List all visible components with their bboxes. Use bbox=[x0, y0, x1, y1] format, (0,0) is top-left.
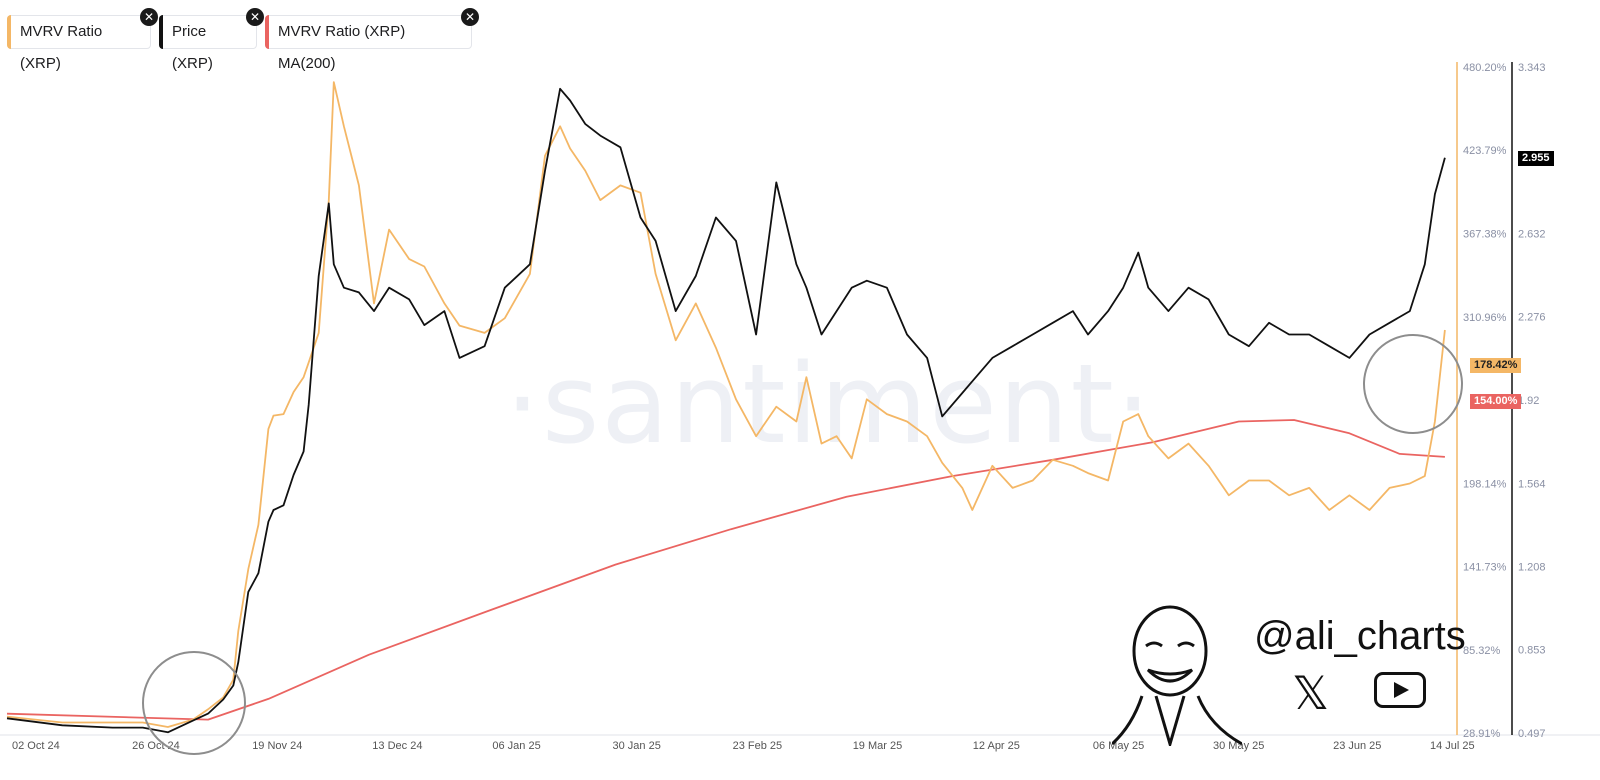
mvrv-tick-label: 28.91% bbox=[1463, 728, 1501, 740]
highlight-circle-breakout bbox=[142, 651, 246, 755]
legend-swatch-price bbox=[159, 15, 163, 49]
legend-label-ma: MVRV Ratio (XRP) MA(200) bbox=[278, 23, 406, 72]
x-tick-label: 26 Oct 24 bbox=[132, 740, 180, 752]
close-icon[interactable]: ✕ bbox=[140, 8, 158, 26]
close-icon[interactable]: ✕ bbox=[461, 8, 479, 26]
legend-swatch-mvrv bbox=[7, 15, 11, 49]
price-tick-label: 1.564 bbox=[1518, 478, 1546, 490]
price-tick-label: 1.208 bbox=[1518, 562, 1546, 574]
mvrv-ma200-line bbox=[6, 419, 1445, 721]
mvrv-tick-label: 367.38% bbox=[1463, 228, 1507, 240]
legend-item-price[interactable]: Price (XRP) ✕ bbox=[159, 8, 264, 72]
price-tick-label: 2.276 bbox=[1518, 312, 1546, 324]
mvrv-tick-label: 198.14% bbox=[1463, 478, 1507, 490]
youtube-logo-icon[interactable] bbox=[1374, 672, 1426, 708]
x-tick-label: 06 Jan 25 bbox=[492, 740, 540, 752]
highlight-circle-crossover bbox=[1363, 334, 1463, 434]
caricature-avatar bbox=[1112, 605, 1242, 746]
price-tick-label: 2.632 bbox=[1518, 228, 1546, 240]
chart-series bbox=[6, 81, 1446, 734]
price-last-value-tag: 2.955 bbox=[1518, 151, 1554, 166]
ma-last-value-tag: 154.00% bbox=[1470, 394, 1522, 409]
legend-item-mvrv[interactable]: MVRV Ratio (XRP) ✕ bbox=[7, 8, 158, 72]
legend-swatch-ma bbox=[265, 15, 269, 49]
price-line bbox=[6, 87, 1446, 734]
legend-label-price: Price (XRP) bbox=[172, 23, 213, 72]
handle-text: @ali_charts bbox=[1254, 614, 1466, 658]
legend-item-ma[interactable]: MVRV Ratio (XRP) MA(200) ✕ bbox=[265, 8, 479, 72]
santiment-watermark: ·santiment· bbox=[505, 340, 1153, 468]
x-tick-label: 13 Dec 24 bbox=[372, 740, 422, 752]
x-tick-label: 02 Oct 24 bbox=[12, 740, 60, 752]
x-logo-icon[interactable]: 𝕏 bbox=[1292, 667, 1330, 719]
x-tick-label: 06 May 25 bbox=[1093, 740, 1144, 752]
mvrv-last-value-tag: 178.42% bbox=[1470, 358, 1522, 373]
price-tick-label: 0.497 bbox=[1518, 728, 1546, 740]
x-tick-label: 30 May 25 bbox=[1213, 740, 1264, 752]
chart-highlights bbox=[142, 334, 1463, 755]
x-tick-label: 14 Jul 25 bbox=[1430, 740, 1475, 752]
price-tick-label: 1.92 bbox=[1518, 395, 1539, 407]
x-tick-label: 19 Nov 24 bbox=[252, 740, 302, 752]
ali-charts-branding: @ali_charts 𝕏 bbox=[1112, 596, 1492, 746]
x-tick-label: 19 Mar 25 bbox=[853, 740, 903, 752]
chart-axes: 02 Oct 24 26 Oct 24 19 Nov 24 13 Dec 24 06 J… bbox=[0, 62, 1600, 752]
mvrv-tick-label: 423.79% bbox=[1463, 145, 1507, 157]
mvrv-ratio-line bbox=[6, 81, 1446, 728]
price-tick-label: 3.343 bbox=[1518, 62, 1546, 74]
mvrv-tick-label: 141.73% bbox=[1463, 562, 1507, 574]
x-tick-label: 30 Jan 25 bbox=[613, 740, 661, 752]
legend-label-mvrv: MVRV Ratio (XRP) bbox=[20, 23, 103, 72]
legend-bar: MVRV Ratio (XRP) ✕ Price (XRP) ✕ MVRV Ra… bbox=[0, 0, 1600, 72]
x-tick-label: 12 Apr 25 bbox=[973, 740, 1020, 752]
x-tick-label: 23 Jun 25 bbox=[1333, 740, 1381, 752]
x-tick-label: 23 Feb 25 bbox=[733, 740, 783, 752]
close-icon[interactable]: ✕ bbox=[246, 8, 264, 26]
mvrv-tick-label: 85.32% bbox=[1463, 645, 1501, 657]
mvrv-tick-label: 310.96% bbox=[1463, 312, 1507, 324]
mvrv-tick-label: 480.20% bbox=[1463, 62, 1507, 74]
price-tick-label: 0.853 bbox=[1518, 645, 1546, 657]
